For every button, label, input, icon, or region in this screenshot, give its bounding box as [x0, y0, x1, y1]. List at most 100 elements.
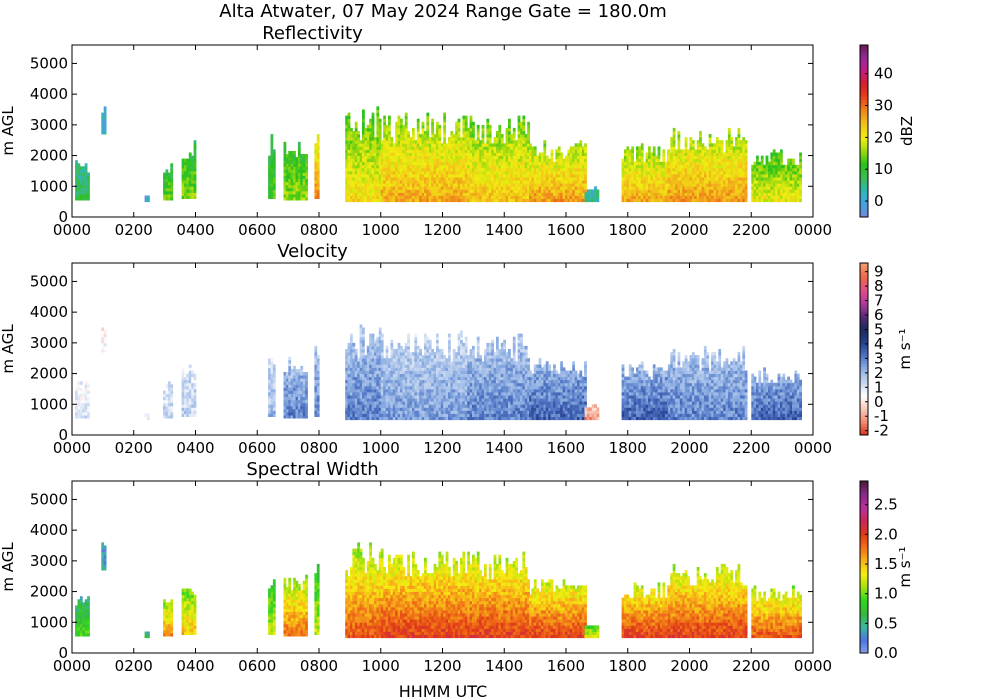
- echo-cell: [293, 184, 296, 189]
- echo-cell: [165, 402, 169, 407]
- echo-cell: [538, 152, 542, 156]
- echo-cell: [347, 134, 351, 138]
- echo-cell: [181, 367, 185, 371]
- echo-cell: [165, 399, 169, 404]
- echo-cell: [191, 177, 194, 181]
- echo-cell: [345, 416, 348, 421]
- echo-cell: [560, 152, 563, 156]
- echo-cell: [469, 158, 473, 163]
- echo-cell: [270, 164, 274, 169]
- echo-cell: [272, 401, 276, 405]
- echo-cell: [718, 146, 722, 150]
- echo-cell: [650, 189, 654, 193]
- echo-cell: [345, 137, 348, 141]
- echo-cell: [715, 164, 719, 169]
- echo-cell: [193, 410, 197, 414]
- echo-cell: [517, 177, 521, 181]
- echo-cell: [484, 177, 487, 181]
- echo-cell: [486, 146, 490, 150]
- echo-cell: [760, 195, 764, 199]
- echo-cell: [188, 192, 192, 196]
- echo-column: [529, 140, 587, 203]
- echo-cell: [186, 379, 190, 384]
- echo-cell: [723, 152, 726, 156]
- echo-cell: [715, 183, 719, 187]
- echo-cell: [191, 382, 194, 387]
- colorbar-segment: [860, 194, 868, 198]
- echo-cell: [455, 170, 458, 175]
- echo-cell: [445, 155, 449, 160]
- echo-cell: [715, 137, 719, 141]
- echo-cell: [376, 109, 380, 113]
- echo-cell: [522, 161, 526, 166]
- echo-cell: [662, 177, 666, 181]
- echo-cell: [633, 177, 637, 181]
- panel-title: Reflectivity: [262, 23, 363, 44]
- echo-cell: [426, 183, 430, 187]
- echo-cell: [184, 161, 187, 166]
- echo-cell: [443, 174, 446, 178]
- echo-cell: [699, 152, 702, 156]
- echo-cell: [443, 177, 446, 181]
- echo-cell: [739, 198, 743, 203]
- echo-cell: [184, 177, 187, 181]
- echo-cell: [347, 149, 351, 153]
- echo-cell: [369, 121, 372, 126]
- colorbar-tick-label: 40: [874, 65, 893, 83]
- echo-cell: [565, 174, 568, 178]
- echo-cell: [730, 195, 734, 199]
- echo-cell: [640, 143, 644, 147]
- echo-cell: [378, 127, 382, 132]
- echo-cell: [479, 198, 482, 203]
- echo-cell: [550, 177, 554, 181]
- echo-cell: [376, 121, 380, 126]
- echo-cell: [371, 134, 375, 138]
- echo-cell: [82, 178, 86, 183]
- echo-cell: [302, 181, 306, 186]
- echo-cell: [579, 180, 583, 184]
- echo-cell: [682, 195, 686, 199]
- echo-cell: [272, 170, 276, 175]
- echo-cell: [689, 180, 693, 184]
- echo-cell: [407, 180, 410, 184]
- echo-cell: [548, 177, 551, 181]
- echo-cell: [472, 127, 475, 132]
- echo-cell: [397, 192, 401, 196]
- echo-cell: [481, 170, 485, 175]
- echo-cell: [165, 175, 169, 179]
- echo-cell: [474, 180, 478, 184]
- y-tick-label: 1000: [30, 177, 68, 195]
- echo-cell: [87, 408, 90, 413]
- echo-cell: [443, 149, 446, 153]
- echo-cell: [397, 189, 401, 193]
- echo-cell: [184, 174, 187, 178]
- echo-cell: [679, 177, 683, 181]
- echo-cell: [520, 180, 523, 184]
- echo-cell: [522, 155, 526, 160]
- echo-cell: [364, 134, 368, 138]
- echo-cell: [650, 198, 654, 203]
- echo-cell: [751, 195, 755, 199]
- echo-cell: [297, 415, 301, 419]
- echo-cell: [662, 155, 666, 160]
- echo-cell: [560, 164, 563, 169]
- echo-cell: [572, 177, 575, 181]
- echo-cell: [433, 134, 437, 138]
- echo-cell: [718, 155, 722, 160]
- echo-cell: [364, 140, 368, 144]
- colorbar-segment: [860, 196, 868, 201]
- echo-cell: [555, 195, 559, 199]
- echo-cell: [569, 192, 573, 196]
- echo-cell: [385, 146, 389, 150]
- echo-cell: [517, 149, 521, 153]
- echo-cell: [167, 396, 171, 401]
- echo-cell: [476, 164, 480, 169]
- echo-cell: [550, 189, 554, 193]
- echo-cell: [545, 170, 549, 175]
- echo-cell: [404, 186, 408, 190]
- echo-cell: [638, 161, 642, 166]
- echo-cell: [484, 195, 487, 199]
- echo-cell: [636, 186, 639, 190]
- echo-cell: [167, 402, 171, 407]
- echo-cell: [366, 183, 370, 187]
